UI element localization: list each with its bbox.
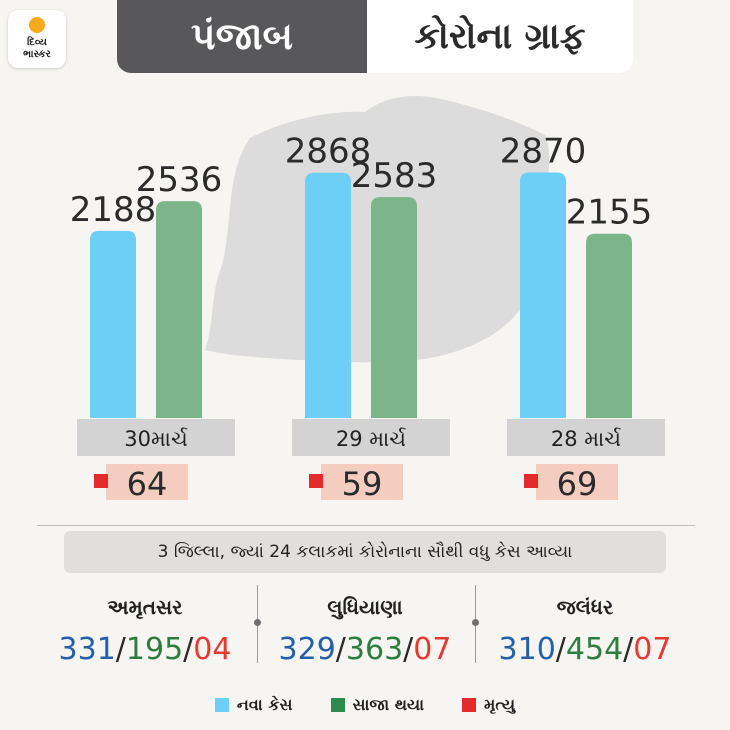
separator-dot (254, 619, 261, 626)
legend-label: નવા કેસ (236, 695, 293, 714)
bar-new-cases (90, 230, 136, 418)
legend-label: મૃત્યુ (484, 695, 516, 714)
district-deaths: 07 (633, 632, 672, 667)
state-title: પંજાબ (117, 0, 367, 73)
legend-item-deaths: મૃત્યુ (462, 695, 515, 715)
legend-swatch (462, 698, 477, 712)
category-label: 28 માર્ચ (551, 427, 621, 451)
bar-value-label: 2536 (136, 160, 223, 200)
stat-separator: / (623, 632, 634, 667)
stat-separator: / (115, 632, 126, 667)
bar-recovered (586, 233, 632, 418)
death-value-label: 59 (342, 465, 383, 503)
bar-new-cases (305, 172, 351, 418)
column-separator (472, 585, 479, 663)
legend-swatch (330, 698, 345, 712)
legend-swatch (214, 698, 229, 712)
bar-value-label: 2868 (285, 132, 372, 172)
death-marker-icon (309, 474, 323, 488)
logo-line-2: ભાસ્કર (23, 49, 51, 60)
bar-value-label: 2155 (566, 193, 653, 233)
legend: નવા કેસ સાજા થયા મૃત્યુ (0, 692, 730, 718)
death-value-box (106, 464, 188, 500)
bar-value-label: 2870 (500, 132, 587, 172)
chart-title: કોરોના ગ્રાફ (367, 0, 633, 73)
district-stats: 310/454/07 (475, 632, 695, 667)
logo-line-1: દિવ્ય (27, 37, 47, 48)
bar-value-label: 2188 (70, 190, 157, 230)
death-value-box (321, 464, 403, 500)
bar-value-label: 2583 (351, 156, 438, 196)
district-recovered: 454 (565, 632, 624, 667)
date-label-box (507, 419, 665, 456)
district-stats: 331/195/04 (35, 632, 255, 667)
district-block: જલંધર 310/454/07 (475, 595, 695, 667)
death-value-label: 64 (127, 465, 168, 503)
death-marker-icon (94, 474, 108, 488)
district-caption: 3 જિલ્લા, જ્યાં 24 કલાકમાં કોરોનાના સૌથી… (64, 531, 666, 573)
sun-icon (29, 17, 45, 33)
district-block: અમૃતસર 331/195/04 (35, 595, 255, 667)
district-deaths: 04 (193, 632, 232, 667)
legend-item-new-cases: નવા કેસ (214, 695, 293, 715)
header-banner: પંજાબ કોરોના ગ્રાફ (117, 0, 633, 73)
legend-label: સાજા થયા (352, 695, 425, 714)
stat-separator: / (403, 632, 414, 667)
district-recovered: 363 (345, 632, 404, 667)
district-block: લુધિયાણા 329/363/07 (255, 595, 475, 667)
death-value-box (536, 464, 618, 500)
bar-recovered (156, 201, 202, 418)
divya-bhaskar-logo: દિવ્ય ભાસ્કર (8, 10, 66, 68)
district-recovered: 195 (125, 632, 184, 667)
district-name: લુધિયાણા (327, 595, 403, 619)
district-deaths: 07 (413, 632, 452, 667)
divider-line (37, 525, 695, 526)
category-label: 30માર્ચ (124, 427, 188, 451)
bar-new-cases (520, 172, 566, 418)
bar-recovered (371, 197, 417, 418)
stat-separator: / (555, 632, 566, 667)
district-new-cases: 310 (498, 632, 556, 667)
separator-dot (472, 619, 479, 626)
district-new-cases: 331 (58, 632, 116, 667)
district-new-cases: 329 (278, 632, 336, 667)
district-name: જલંધર (556, 595, 614, 619)
legend-item-recovered: સાજા થયા (330, 695, 425, 715)
stat-separator: / (335, 632, 346, 667)
death-value-label: 69 (557, 465, 598, 503)
death-marker-icon (524, 474, 538, 488)
column-separator (254, 585, 261, 663)
district-stats: 329/363/07 (255, 632, 475, 667)
date-label-box (77, 419, 235, 456)
category-label: 29 માર્ચ (336, 427, 406, 451)
stat-separator: / (183, 632, 194, 667)
district-name: અમૃતસર (107, 595, 183, 619)
date-label-box (292, 419, 450, 456)
